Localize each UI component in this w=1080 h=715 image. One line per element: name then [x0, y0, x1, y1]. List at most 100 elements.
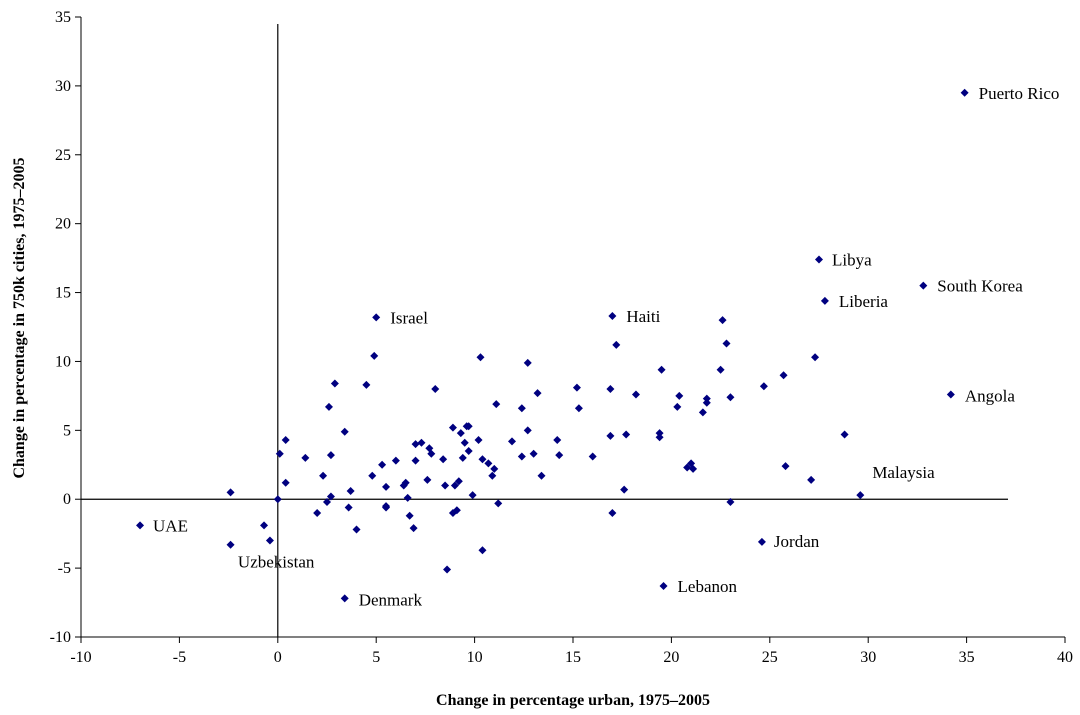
- data-point: [443, 565, 452, 574]
- data-point: [517, 404, 526, 413]
- data-point: [683, 463, 692, 472]
- data-point: [340, 594, 349, 603]
- data-point: [553, 435, 562, 444]
- data-point: [631, 390, 640, 399]
- data-point: [370, 351, 379, 360]
- data-point: [260, 521, 269, 530]
- x-axis-title: Change in percentage urban, 1975–2005: [436, 692, 710, 709]
- data-point: [919, 281, 928, 290]
- data-point: [323, 497, 331, 506]
- data-point: [391, 456, 400, 465]
- data-point: [411, 440, 420, 449]
- x-axis-ticks: -10 -5 0 5 10 15 20 25 30 35 40: [70, 637, 1073, 666]
- data-point: [722, 339, 731, 348]
- data-point: [657, 365, 666, 374]
- data-point: [226, 540, 235, 549]
- y-tick-label: 5: [63, 422, 71, 439]
- data-point: [368, 471, 377, 480]
- data-point: [494, 499, 503, 508]
- annotation-label: Malaysia: [872, 463, 935, 482]
- data-point: [960, 88, 969, 97]
- annotation-label: Liberia: [839, 292, 889, 311]
- country-annotations: Puerto Rico Libya South Korea Liberia Israel…: [153, 84, 1059, 610]
- data-point: [273, 495, 282, 504]
- zero-reference-lines: [81, 24, 1008, 637]
- data-point: [608, 311, 617, 320]
- data-point: [346, 486, 355, 495]
- data-point: [340, 427, 349, 436]
- data-point: [326, 492, 335, 501]
- data-point: [344, 503, 353, 512]
- data-point: [382, 502, 391, 511]
- data-point: [718, 316, 727, 325]
- data-point: [441, 481, 450, 490]
- data-point: [537, 471, 546, 480]
- data-point: [779, 371, 788, 380]
- data-point: [468, 491, 477, 500]
- y-tick-label: 30: [55, 78, 71, 95]
- data-point: [572, 383, 581, 392]
- annotation-label: South Korea: [937, 277, 1023, 296]
- data-point: [478, 546, 487, 555]
- data-point: [352, 525, 361, 534]
- data-point: [411, 456, 420, 465]
- data-point: [281, 435, 290, 444]
- annotation-label: Uzbekistan: [238, 553, 315, 572]
- data-point: [362, 380, 371, 389]
- x-tick-label: 0: [274, 649, 282, 666]
- data-point: [612, 340, 621, 349]
- data-point: [464, 422, 473, 431]
- data-point: [523, 358, 532, 367]
- data-point: [606, 385, 615, 393]
- data-point: [448, 423, 457, 432]
- data-point: [807, 475, 816, 484]
- data-point: [417, 438, 426, 447]
- data-point: [702, 394, 711, 403]
- y-tick-label: 35: [55, 9, 71, 26]
- x-tick-label: 25: [762, 649, 778, 666]
- annotation-label: UAE: [153, 516, 188, 535]
- x-tick-label: -5: [173, 649, 186, 666]
- y-tick-label: 15: [55, 285, 71, 302]
- annotation-label: Haiti: [626, 307, 660, 326]
- data-point: [476, 353, 485, 362]
- y-axis-title: Change in percentage in 750k cities, 197…: [11, 157, 28, 478]
- annotation-label: Puerto Rico: [979, 84, 1060, 103]
- data-point: [608, 509, 617, 517]
- data-point: [474, 435, 483, 444]
- data-point: [659, 582, 668, 591]
- data-point: [456, 429, 465, 438]
- data-point: [431, 385, 440, 393]
- data-point: [655, 429, 664, 438]
- data-point: [781, 462, 790, 471]
- data-point: [574, 404, 583, 413]
- data-point: [492, 400, 501, 409]
- data-point: [716, 365, 725, 374]
- data-point: [811, 353, 820, 362]
- data-point: [702, 398, 711, 407]
- data-point: [378, 460, 387, 469]
- data-point: [507, 437, 516, 446]
- data-point: [588, 452, 597, 461]
- x-tick-label: 20: [663, 649, 679, 666]
- y-axis-ticks: -10 -5 0 5 10 15 20 25 30 35: [50, 9, 81, 646]
- data-point: [454, 477, 463, 486]
- annotation-label: Jordan: [774, 532, 820, 551]
- data-point: [533, 389, 542, 398]
- annotation-label: Lebanon: [678, 577, 738, 596]
- y-tick-label: 25: [55, 147, 71, 164]
- annotation-label: Israel: [390, 308, 428, 327]
- data-point: [655, 433, 664, 442]
- x-tick-label: 35: [959, 649, 975, 666]
- data-point: [458, 453, 467, 462]
- data-point: [484, 459, 493, 468]
- data-point: [675, 391, 684, 400]
- data-point: [136, 521, 145, 530]
- data-point: [726, 393, 735, 402]
- x-tick-label: 30: [860, 649, 876, 666]
- x-tick-label: 5: [372, 649, 380, 666]
- data-point: [620, 485, 629, 494]
- data-point: [689, 464, 698, 473]
- x-tick-label: -10: [70, 649, 91, 666]
